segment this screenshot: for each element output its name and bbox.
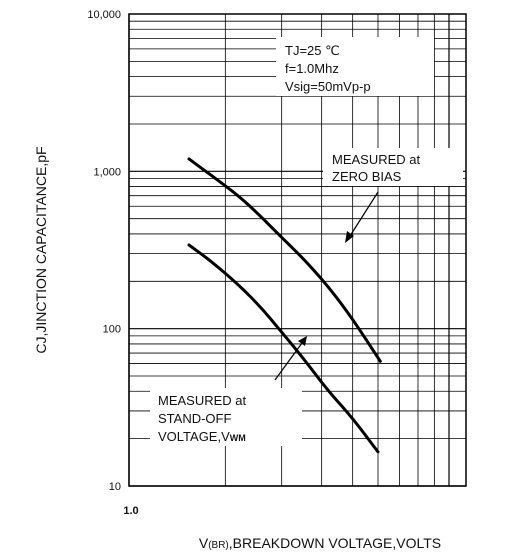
x-axis-title-rest: ,BREAKDOWN VOLTAGE,VOLTS bbox=[229, 535, 441, 551]
annotation-standoff-line1: MEASURED at bbox=[158, 393, 247, 408]
y-tick-label: 1,000 bbox=[93, 166, 121, 178]
plot-frame bbox=[128, 13, 467, 487]
x-tick-label: 1.0 bbox=[123, 505, 138, 517]
y-tick-label: 100 bbox=[103, 324, 121, 336]
condition-vsig: Vsig=50mVp-p bbox=[285, 79, 371, 94]
x-axis-title-v: V bbox=[199, 535, 209, 551]
x-tick-labels: 1.0 bbox=[123, 505, 138, 517]
condition-temp: TJ=25 ℃ bbox=[285, 43, 340, 58]
annotation-zero-bias-bg bbox=[323, 148, 463, 186]
series-standoff-curve bbox=[187, 243, 380, 454]
annotation-standoff-line3-sub: WM bbox=[230, 433, 246, 443]
annotation-zero-bias-line1: MEASURED at bbox=[332, 152, 421, 167]
conditions-box-bg bbox=[276, 37, 434, 96]
annotation-zero-bias-line2: ZERO BIAS bbox=[332, 169, 402, 184]
annotation-standoff-bg bbox=[150, 388, 302, 446]
condition-frequency: f=1.0Mhz bbox=[285, 61, 339, 76]
x-axis-title: V(BR),BREAKDOWN VOLTAGE,VOLTS bbox=[199, 535, 441, 551]
y-tick-label: 10 bbox=[109, 481, 121, 493]
data-curves bbox=[187, 157, 382, 454]
annotation-standoff-line3-text: VOLTAGE,V bbox=[158, 429, 230, 444]
y-tick-labels: 10 100 1,000 10,000 bbox=[87, 9, 121, 493]
arrow-zero-bias bbox=[345, 191, 379, 243]
annotation-standoff-line3: VOLTAGE,VWM bbox=[158, 429, 246, 444]
y-tick-label: 10,000 bbox=[87, 9, 121, 21]
series-zero-bias-curve bbox=[187, 157, 382, 363]
x-axis-title-subscript: (BR) bbox=[208, 540, 229, 551]
annotation-standoff-line2: STAND-OFF bbox=[158, 411, 231, 426]
y-axis-title: CJ,JINCTION CAPACITANCE,pF bbox=[33, 146, 49, 353]
arrow-standoff bbox=[274, 336, 307, 381]
